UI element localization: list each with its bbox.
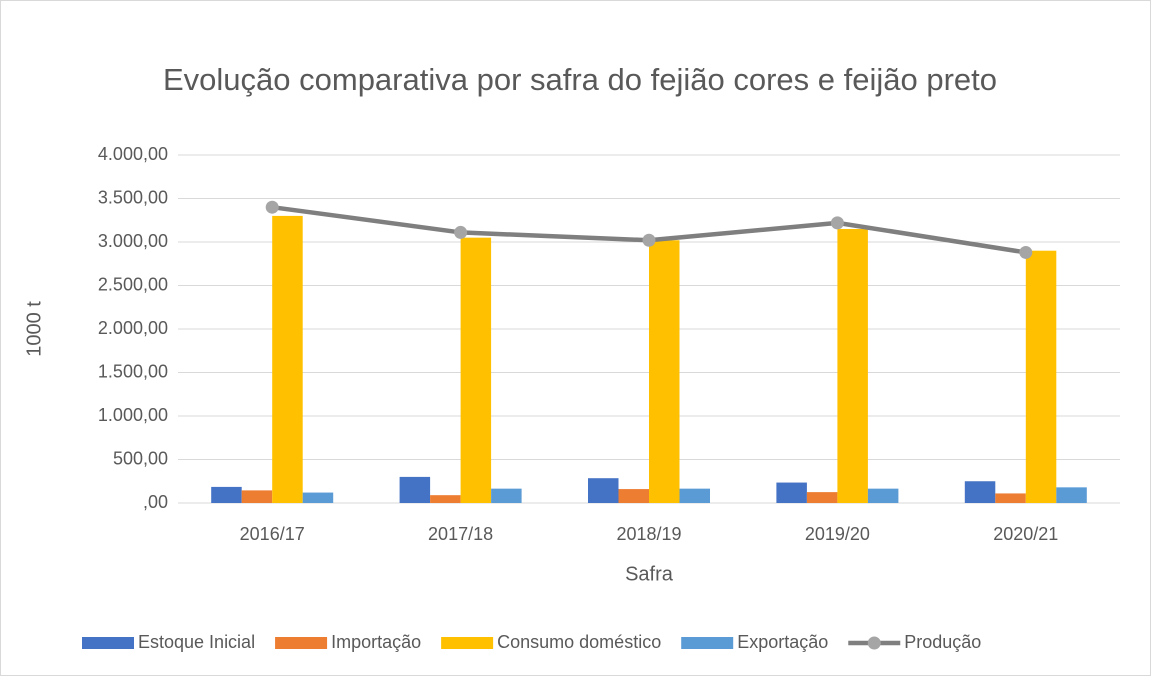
y-tick-label: 3.500,00 <box>98 187 168 207</box>
legend-swatch <box>441 637 494 649</box>
bar <box>964 481 996 503</box>
bar <box>1056 487 1087 503</box>
bar <box>302 492 334 503</box>
x-axis-label: Safra <box>625 563 674 585</box>
bar <box>399 476 431 503</box>
bar <box>1025 250 1057 503</box>
bar <box>588 478 619 503</box>
bar <box>618 489 649 503</box>
x-tick-label: 2020/21 <box>993 524 1058 544</box>
bar <box>806 492 838 503</box>
legend-label: Exportação <box>737 632 828 652</box>
legend-label: Estoque Inicial <box>138 632 255 652</box>
y-tick-label: 500,00 <box>113 448 168 468</box>
y-tick-label: 4.000,00 <box>98 144 168 164</box>
bar <box>679 488 710 503</box>
legend-label: Importação <box>331 632 421 652</box>
bar <box>272 215 303 503</box>
line-marker <box>1019 245 1033 259</box>
legend-label: Produção <box>904 632 981 652</box>
y-tick-label: 3.000,00 <box>98 231 168 251</box>
chart-title: Evolução comparativa por safra do fejião… <box>162 62 998 97</box>
bar <box>649 240 680 503</box>
bar <box>867 488 899 503</box>
x-tick-label: 2016/17 <box>240 524 305 544</box>
y-tick-label: 1.000,00 <box>98 405 168 425</box>
bar <box>995 493 1026 503</box>
y-axis-label: 1000 t <box>23 301 45 357</box>
line-marker <box>265 200 279 214</box>
bar <box>776 482 807 503</box>
bar <box>211 486 242 503</box>
bar <box>837 228 868 503</box>
y-tick-label: ,00 <box>143 492 168 512</box>
x-tick-label: 2017/18 <box>428 524 493 544</box>
line-marker <box>830 216 844 230</box>
legend-swatch <box>681 637 734 649</box>
y-tick-label: 2.000,00 <box>98 318 168 338</box>
bar <box>430 495 461 503</box>
legend-swatch <box>275 637 328 649</box>
x-tick-label: 2018/19 <box>616 524 681 544</box>
legend-swatch <box>82 637 134 649</box>
x-tick-label: 2019/20 <box>805 524 870 544</box>
legend-swatch-marker <box>867 636 881 650</box>
line-marker <box>642 233 656 247</box>
line-marker <box>454 225 468 239</box>
legend-label: Consumo doméstico <box>497 632 661 652</box>
bar <box>460 237 492 503</box>
bar <box>241 490 273 503</box>
bar <box>491 488 522 503</box>
y-tick-label: 1.500,00 <box>98 361 168 381</box>
y-tick-label: 2.500,00 <box>98 274 168 294</box>
